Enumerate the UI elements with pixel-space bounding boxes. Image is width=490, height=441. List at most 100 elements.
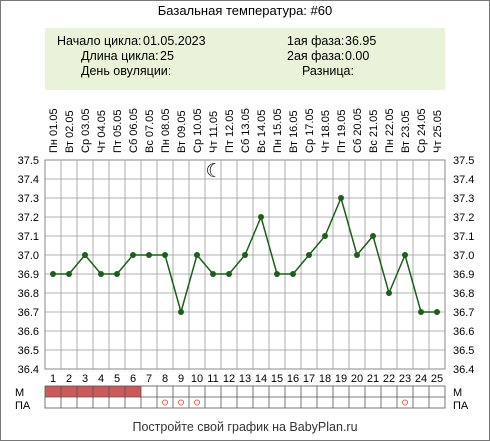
date-label: Пт 12.05: [224, 109, 236, 153]
intercourse-mark: [162, 399, 168, 406]
day-number: 5: [114, 373, 120, 385]
day-number: 13: [239, 373, 251, 385]
temperature-point: [322, 233, 328, 239]
day-number: 23: [399, 373, 411, 385]
footer-link[interactable]: Постройте свой график на BabyPlan.ru: [132, 420, 358, 434]
date-label: Пн 01.05: [48, 108, 60, 153]
y-tick-label-right: 36.6: [453, 326, 474, 338]
day-number: 1: [50, 373, 56, 385]
difference-label: Разница:: [302, 64, 354, 78]
y-tick-label-right: 37.0: [453, 250, 474, 262]
y-tick-label-right: 37.3: [453, 193, 474, 205]
temperature-point: [354, 252, 360, 258]
temperature-point: [210, 271, 216, 277]
temperature-point: [194, 252, 200, 258]
date-label: Сб 20.05: [352, 108, 364, 153]
phase2-label: 2ая фаза:: [287, 49, 345, 63]
menstruation-label-left: М: [15, 387, 24, 399]
day-number: 17: [303, 373, 315, 385]
temperature-point: [98, 271, 104, 277]
y-tick-label-right: 36.4: [453, 364, 474, 376]
temperature-point: [162, 252, 168, 258]
y-tick-label-left: 36.6: [18, 326, 39, 338]
y-tick-label-right: 37.2: [453, 212, 474, 224]
y-tick-label-left: 37.1: [18, 231, 39, 243]
day-number: 20: [351, 373, 363, 385]
intercourse-mark: [194, 399, 200, 406]
date-label: Вт 16.05: [288, 110, 300, 153]
y-tick-label-right: 36.8: [453, 288, 474, 300]
phase1-value: 36.95: [345, 34, 377, 48]
date-label: Пт 05.05: [112, 109, 124, 153]
temperature-point: [290, 271, 296, 277]
temperature-point: [306, 252, 312, 258]
day-number: 14: [255, 373, 267, 385]
day-number: 16: [287, 373, 299, 385]
temperature-point: [402, 252, 408, 258]
date-label: Ср 03.05: [80, 108, 92, 153]
menstruation-cell: [125, 386, 141, 397]
menstruation-cell: [45, 386, 61, 397]
date-label: Сб 06.05: [128, 108, 140, 153]
date-label: Ср 10.05: [192, 108, 204, 153]
phase2-value: 0.00: [345, 49, 370, 63]
temperature-point: [66, 271, 72, 277]
y-tick-label-right: 37.1: [453, 231, 474, 243]
temperature-point: [130, 252, 136, 258]
date-label: Чт 11.05: [208, 111, 220, 153]
date-label: Сб 13.05: [240, 108, 252, 153]
date-label: Вт 09.05: [176, 110, 188, 153]
y-tick-label-right: 37.5: [453, 155, 474, 167]
menstruation-cell: [77, 386, 93, 397]
date-label: Вт 23.05: [400, 110, 412, 153]
day-number: 2: [66, 373, 72, 385]
y-tick-label-left: 36.7: [18, 307, 39, 319]
y-tick-label-right: 36.9: [453, 269, 474, 281]
date-label: Чт 25.05: [432, 110, 444, 153]
day-number: 7: [146, 373, 152, 385]
y-tick-label-left: 36.4: [18, 364, 39, 376]
y-tick-label-left: 37.0: [18, 250, 39, 262]
date-label: Пн 15.05: [272, 108, 284, 153]
ovulation-day-label: День овуляции:: [81, 64, 172, 78]
day-number: 15: [271, 373, 283, 385]
temperature-point: [434, 309, 440, 315]
temperature-point: [370, 233, 376, 239]
y-tick-label-left: 37.2: [18, 212, 39, 224]
temperature-point: [386, 290, 392, 296]
intercourse-mark: [402, 399, 408, 406]
day-number: 4: [98, 373, 104, 385]
chart-title: Базальная температура: #60: [157, 3, 333, 18]
date-label: Вс 07.05: [144, 110, 156, 153]
intercourse-label-right: ПА: [453, 400, 469, 412]
temperature-point: [226, 271, 232, 277]
menstruation-cell: [93, 386, 109, 397]
intercourse-mark: [178, 399, 184, 406]
y-tick-label-left: 37.4: [18, 174, 39, 186]
date-label: Чт 18.05: [320, 110, 332, 153]
y-tick-label-right: 36.5: [453, 345, 474, 357]
day-number: 22: [383, 373, 395, 385]
day-number: 10: [191, 373, 203, 385]
day-number: 24: [415, 373, 427, 385]
cycle-start-label: Начало цикла:: [57, 34, 142, 48]
menstruation-cell: [109, 386, 125, 397]
temperature-point: [50, 271, 56, 277]
date-label: Пт 19.05: [336, 109, 348, 153]
day-number: 11: [207, 373, 218, 385]
temperature-point: [274, 271, 280, 277]
date-label: Вс 14.05: [256, 110, 268, 153]
moon-icon: ☾: [205, 161, 222, 182]
y-tick-label-left: 37.5: [18, 155, 39, 167]
y-tick-label-right: 37.4: [453, 174, 474, 186]
y-tick-label-right: 36.7: [453, 307, 474, 319]
menstruation-cell: [61, 386, 77, 397]
date-label: Пн 08.05: [160, 108, 172, 153]
temperature-point: [418, 309, 424, 315]
day-number: 8: [162, 373, 168, 385]
temperature-point: [258, 214, 264, 220]
date-label: Ср 24.05: [416, 108, 428, 153]
cycle-start-value: 01.05.2023: [143, 34, 206, 48]
temperature-point: [114, 271, 120, 277]
